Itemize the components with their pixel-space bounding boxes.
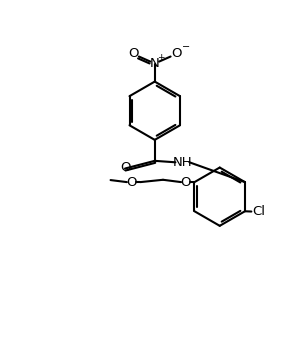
Text: N: N: [150, 57, 160, 70]
Text: O: O: [180, 176, 191, 189]
Text: O: O: [126, 176, 137, 189]
Text: O: O: [171, 47, 181, 60]
Text: +: +: [157, 53, 164, 62]
Text: O: O: [128, 47, 139, 60]
Text: NH: NH: [173, 156, 192, 169]
Text: −: −: [182, 42, 190, 52]
Text: Cl: Cl: [253, 205, 265, 218]
Text: O: O: [121, 161, 131, 174]
